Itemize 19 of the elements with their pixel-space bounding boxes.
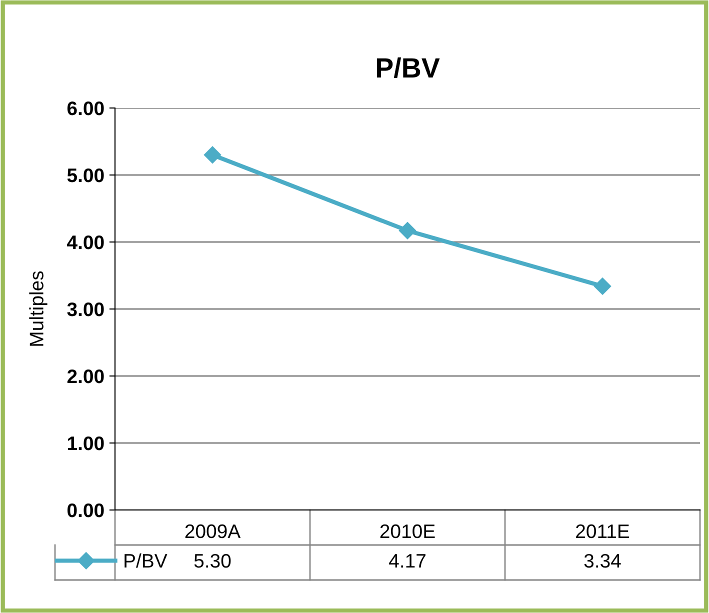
point [594, 278, 612, 295]
text: 4.17 [389, 554, 426, 568]
point [204, 146, 222, 164]
chart-title: P/BV [376, 57, 440, 78]
x-tick-label: 2011E [576, 524, 630, 538]
text: 5.30 [194, 554, 231, 568]
text: 3.34 [584, 554, 621, 568]
x-tick-label: 2009A [185, 524, 241, 538]
point [398, 222, 416, 240]
y-tick-label: 1.00 [68, 436, 104, 450]
y-tick-label: 5.00 [67, 168, 104, 182]
x-tick-label: 2010E [380, 524, 435, 538]
y-tick-label: 3.00 [67, 302, 104, 316]
y-tick-label: 2.00 [67, 369, 104, 384]
y-tick-label: 6.00 [67, 101, 104, 116]
y-axis-title: Multiples [29, 271, 48, 346]
y-tick-label: 0.00 [68, 503, 104, 518]
legend-label: P/BV [124, 553, 168, 568]
y-tick-label: 4.00 [67, 235, 104, 250]
